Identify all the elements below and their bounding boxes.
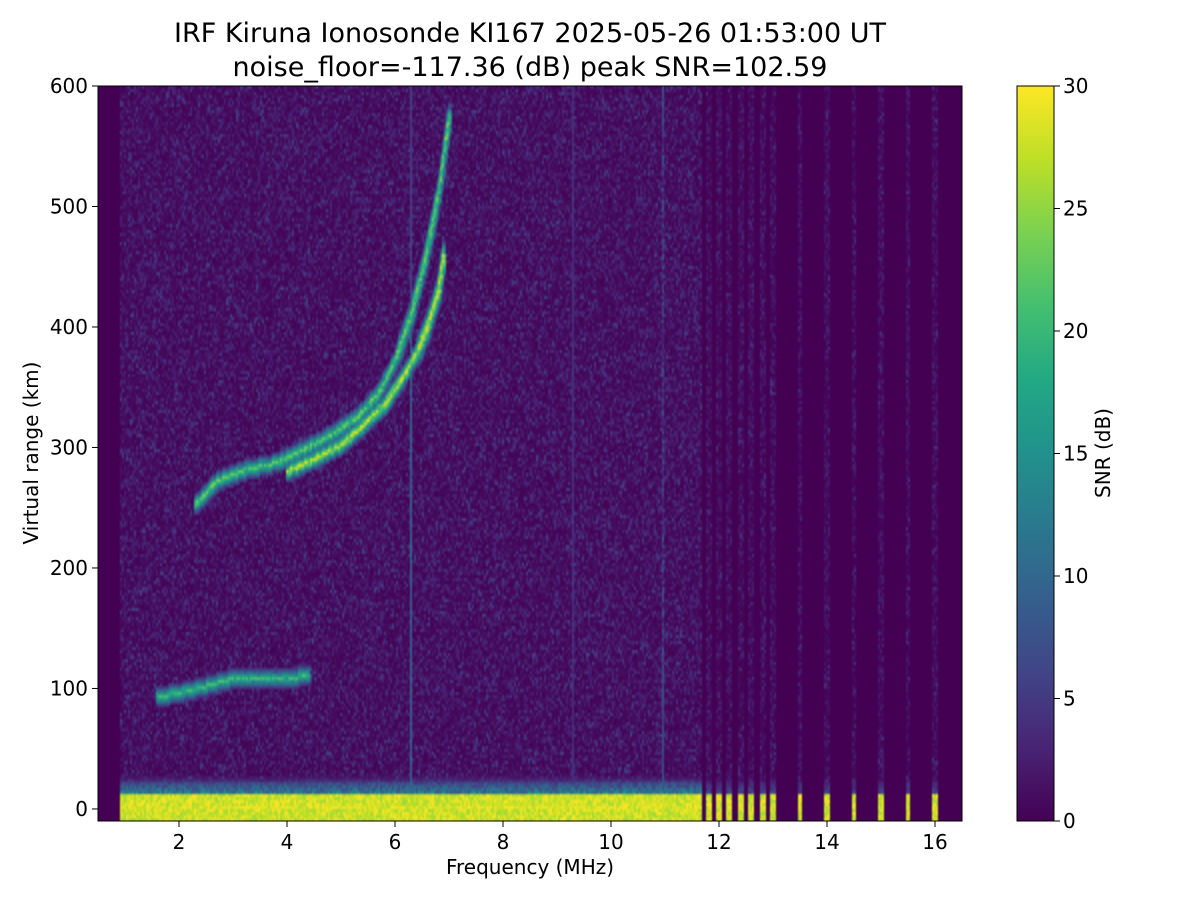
x-axis-label: Frequency (MHz)	[446, 855, 614, 879]
x-tick-label: 16	[922, 830, 947, 854]
colorbar-tick-label: 20	[1063, 319, 1088, 343]
chart-title: IRF Kiruna Ionosonde KI167 2025-05-26 01…	[173, 18, 887, 49]
y-tick-label: 0	[75, 797, 88, 821]
y-tick-label: 300	[50, 435, 88, 459]
x-axis: 2 4 6 8 10 12 14 16	[173, 821, 948, 854]
y-tick-label: 400	[50, 315, 88, 339]
x-tick-label: 14	[814, 830, 839, 854]
plot-frame	[97, 85, 963, 822]
heatmap-image	[98, 86, 962, 821]
colorbar-tick-label: 0	[1063, 809, 1076, 833]
y-tick-label: 600	[50, 74, 88, 98]
colorbar-axis: 0 5 10 15 20 25 30	[1054, 74, 1088, 833]
y-axis: 0 100 200 300 400 500 600	[50, 74, 98, 821]
x-tick-label: 10	[598, 830, 623, 854]
y-axis-label: Virtual range (km)	[19, 362, 43, 545]
colorbar-tick-label: 5	[1063, 687, 1076, 711]
colorbar-tick-label: 15	[1063, 442, 1088, 466]
x-tick-label: 6	[389, 830, 402, 854]
colorbar-tick-label: 25	[1063, 197, 1088, 221]
y-tick-label: 500	[50, 194, 88, 218]
y-tick-label: 200	[50, 556, 88, 580]
y-tick-label: 100	[50, 676, 88, 700]
x-tick-label: 8	[497, 830, 510, 854]
colorbar-label: SNR (dB)	[1091, 408, 1115, 498]
colorbar	[1016, 85, 1055, 822]
x-tick-label: 2	[173, 830, 186, 854]
colorbar-tick-label: 10	[1063, 564, 1088, 588]
x-tick-label: 4	[281, 830, 294, 854]
chart-subtitle: noise_floor=-117.36 (dB) peak SNR=102.59	[232, 52, 828, 83]
colorbar-tick-label: 30	[1063, 74, 1088, 98]
x-tick-label: 12	[706, 830, 731, 854]
